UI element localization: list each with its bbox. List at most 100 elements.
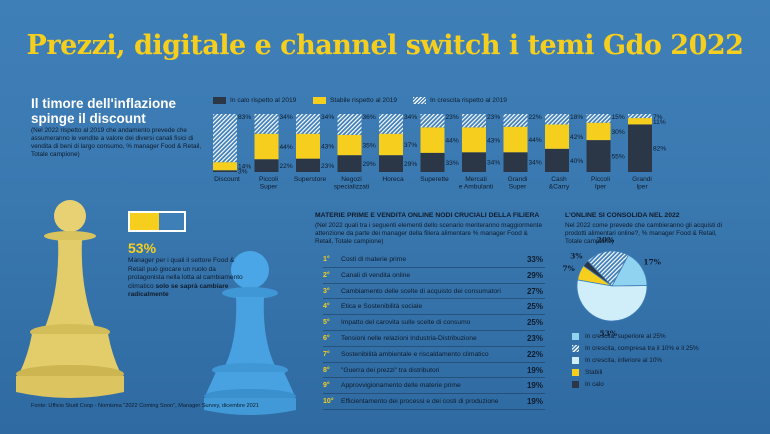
category-label-8: Cash bbox=[551, 176, 567, 183]
legend-label-up: In crescita rispetto al 2019 bbox=[430, 97, 507, 104]
bar-label-down-10: 82% bbox=[653, 146, 666, 153]
list-rank: 10° bbox=[323, 398, 334, 406]
list-item: 8° "Guerra dei prezzi" tra distributori 19… bbox=[323, 363, 545, 379]
list-item: 1° Costi di materie prime 33% bbox=[323, 252, 545, 268]
pie-legend-item: In crescita, compresa tra il 10% e il 25… bbox=[572, 343, 742, 355]
bar-label-stable-5: 44% bbox=[446, 138, 459, 145]
list-item: 10° Efficientamento dei processi e dei co… bbox=[323, 394, 545, 410]
pie-label-2: 53% bbox=[599, 329, 617, 338]
bar-down-8 bbox=[545, 148, 569, 172]
pie-slice-2 bbox=[576, 279, 648, 322]
pawn-percent: 53% bbox=[128, 240, 157, 256]
pie-label-3: 7% bbox=[562, 264, 574, 273]
list-label: Cambiamento delle scelte di acquisto dei… bbox=[341, 287, 501, 295]
list-item: 3° Cambiamento delle scelte di acquisto d… bbox=[323, 284, 545, 300]
bar-stable-6 bbox=[462, 127, 486, 153]
bar-label-up-10: 7% bbox=[653, 114, 663, 121]
list-item: 5° Impatto del carovita sulle scelte di c… bbox=[323, 315, 545, 331]
category-label-6: e Ambulanti bbox=[459, 184, 494, 191]
bar-up-4 bbox=[379, 114, 403, 134]
pawn-text-bold: solo se saprà cambiare radicalmente bbox=[128, 282, 229, 299]
bar-down-7 bbox=[503, 152, 528, 172]
bar-down-3 bbox=[337, 155, 362, 172]
bar-label-up-4: 34% bbox=[404, 114, 417, 121]
bar-label-down-9: 55% bbox=[612, 154, 625, 161]
bar-up-7 bbox=[503, 114, 528, 127]
bar-down-6 bbox=[462, 152, 486, 172]
legend-item-down: In calo rispetto al 2019 bbox=[213, 97, 296, 104]
bar-label-stable-7: 44% bbox=[529, 137, 542, 144]
source-note: Fonte: Ufficio Studi Coop - Nomisma "202… bbox=[31, 403, 259, 409]
progress-53-icon bbox=[128, 211, 186, 232]
pie-label-1: 20% bbox=[597, 235, 615, 244]
category-label-5: Superette bbox=[420, 176, 449, 183]
bar-up-10 bbox=[628, 114, 652, 119]
list-label: Efficientamento dei processi e dei costi… bbox=[341, 398, 499, 406]
bar-stable-7 bbox=[503, 126, 528, 153]
list-value: 27% bbox=[526, 286, 543, 296]
category-label-10: Grandi bbox=[632, 176, 652, 183]
bar-down-4 bbox=[379, 155, 403, 172]
pie-legend-swatch bbox=[572, 345, 579, 353]
category-label-8: &Carry bbox=[549, 184, 570, 191]
bar-label-up-3: 36% bbox=[363, 114, 376, 121]
bar-stable-2 bbox=[296, 133, 320, 159]
legend-swatch-down bbox=[213, 97, 226, 104]
materie-prime-subtitle: (Nel 2022 quali tra i seguenti elementi … bbox=[315, 222, 542, 245]
bar-label-up-7: 22% bbox=[529, 114, 542, 121]
pie-legend-item: Stabili bbox=[572, 366, 742, 378]
online-pie-chart: 17% 20% 53% 7% 3% bbox=[562, 235, 660, 337]
bar-stable-0 bbox=[213, 162, 237, 171]
pawn-text: Manager per i quali il settore Food & Re… bbox=[128, 257, 246, 300]
pawn-text-plain: Manager per i quali il settore Food & Re… bbox=[128, 257, 243, 290]
list-value: 23% bbox=[526, 333, 543, 343]
list-value: 22% bbox=[526, 349, 543, 359]
bar-up-9 bbox=[586, 114, 611, 123]
pie-legend-item: In crescita, inferiore al 10% bbox=[572, 355, 742, 367]
legend-swatch-up bbox=[413, 97, 426, 104]
list-item: 6° Tensioni nelle relazioni Industria-Dis… bbox=[323, 331, 545, 347]
category-label-6: Mercati bbox=[465, 176, 487, 183]
bar-down-10 bbox=[628, 124, 652, 172]
bar-label-stable-8: 42% bbox=[570, 134, 583, 141]
bar-label-down-2: 23% bbox=[321, 163, 334, 170]
legend-label-down: In calo rispetto al 2019 bbox=[230, 97, 297, 104]
category-label-4: Horeca bbox=[382, 176, 404, 183]
blue-pawn-icon bbox=[204, 251, 296, 415]
list-item: 2° Canali di vendita online 29% bbox=[323, 268, 545, 284]
bar-label-down-6: 34% bbox=[487, 160, 500, 167]
pie-legend-swatch bbox=[572, 380, 579, 388]
list-item: 4° Etica e Sostenibilità sociale 25% bbox=[323, 299, 545, 316]
bar-stable-10 bbox=[628, 118, 652, 125]
online-title: L'ONLINE SI CONSOLIDA NEL 2022 bbox=[565, 212, 680, 219]
bar-label-stable-0: 14% bbox=[238, 164, 251, 171]
list-value: 19% bbox=[526, 397, 543, 407]
bar-label-down-5: 33% bbox=[446, 160, 459, 167]
category-label-0: Discount bbox=[214, 176, 240, 183]
pie-legend-item: In crescita, superiore al 25% bbox=[572, 331, 742, 343]
inflation-subtitle: (Nel 2022 rispetto al 2019 che andamento… bbox=[31, 127, 202, 158]
bar-label-stable-9: 30% bbox=[612, 129, 625, 136]
bar-label-up-0: 83% bbox=[238, 114, 251, 121]
online-subtitle: Nel 2022 come prevede che cambieranno gl… bbox=[565, 222, 723, 245]
bar-up-0 bbox=[213, 114, 237, 163]
progress-fill bbox=[130, 213, 159, 230]
list-value: 19% bbox=[526, 365, 543, 375]
bar-label-up-2: 34% bbox=[321, 114, 334, 121]
pie-slice-1 bbox=[587, 250, 629, 287]
list-rank: 3° bbox=[323, 287, 330, 295]
bar-stable-5 bbox=[420, 127, 445, 153]
pie-legend-label: In calo bbox=[585, 380, 604, 388]
bar-label-up-1: 34% bbox=[280, 114, 293, 121]
list-rank: 8° bbox=[323, 366, 330, 374]
bar-stable-8 bbox=[545, 124, 569, 149]
bar-up-1 bbox=[254, 114, 279, 134]
list-label: Sostenibilità ambientale e riscaldamento… bbox=[341, 350, 489, 358]
category-label-1: Super bbox=[260, 184, 278, 191]
bar-label-stable-1: 44% bbox=[280, 144, 293, 151]
list-label: Etica e Sostenibilità sociale bbox=[341, 303, 423, 311]
list-value: 33% bbox=[526, 255, 543, 264]
bar-label-stable-10: 11% bbox=[653, 119, 666, 126]
pie-legend-swatch bbox=[572, 356, 579, 364]
